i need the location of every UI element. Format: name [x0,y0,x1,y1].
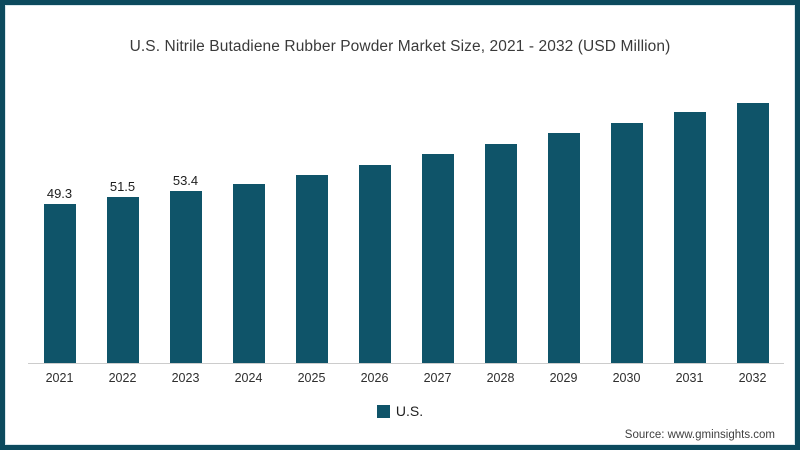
bar-2021 [43,204,76,363]
x-tick-label-2022: 2022 [108,371,137,385]
x-tick-label-2030: 2030 [612,371,641,385]
bar-2030 [610,122,643,363]
bar-2026 [358,164,391,363]
bar-column-2027 [406,154,469,363]
bar-column-2028 [469,143,532,363]
bar-2025 [295,175,328,363]
x-axis-labels: 2021 2022 2023 2024 2025 2026 2027 2028 2029 2030… [28,371,784,385]
bar-2028 [484,143,517,363]
bar-column-2031 [658,112,721,363]
bar-column-2030 [595,122,658,363]
bar-2029 [547,133,580,363]
bar-column-2032 [721,102,784,363]
x-tick-label-2027: 2027 [423,371,452,385]
bar-column-2023: 53.4 [154,174,217,363]
x-tick-label-2031: 2031 [675,371,704,385]
legend-label: U.S. [395,403,424,419]
x-tick-label-2023: 2023 [171,371,200,385]
legend: U.S. [5,403,795,419]
bar-column-2029 [532,133,595,363]
bar-column-2022: 51.5 [91,180,154,363]
plot-area: 49.3 51.5 53.4 [28,100,784,364]
legend-swatch-icon [376,404,390,418]
source-note: Source: www.gminsights.com [624,429,775,441]
bar-value-label-2023: 53.4 [172,173,199,189]
bar-column-2026 [343,164,406,363]
chart-title: U.S. Nitrile Butadiene Rubber Powder Mar… [129,38,671,55]
x-tick-label-2028: 2028 [486,371,515,385]
x-tick-label-2025: 2025 [297,371,326,385]
bar-2022 [106,197,139,363]
x-tick-label-2021: 2021 [45,371,74,385]
bar-2027 [421,154,454,363]
bar-2032 [736,102,769,363]
bar-value-label-2021: 49.3 [46,186,73,202]
bar-2023 [169,191,202,363]
x-tick-label-2026: 2026 [360,371,389,385]
x-tick-label-2032: 2032 [738,371,767,385]
bar-2031 [673,112,706,363]
x-tick-label-2024: 2024 [234,371,263,385]
bar-value-label-2022: 51.5 [109,179,136,195]
bar-column-2024 [217,183,280,363]
bar-2024 [232,183,265,363]
bar-column-2025 [280,175,343,363]
bar-column-2021: 49.3 [28,187,91,363]
x-tick-label-2029: 2029 [549,371,578,385]
